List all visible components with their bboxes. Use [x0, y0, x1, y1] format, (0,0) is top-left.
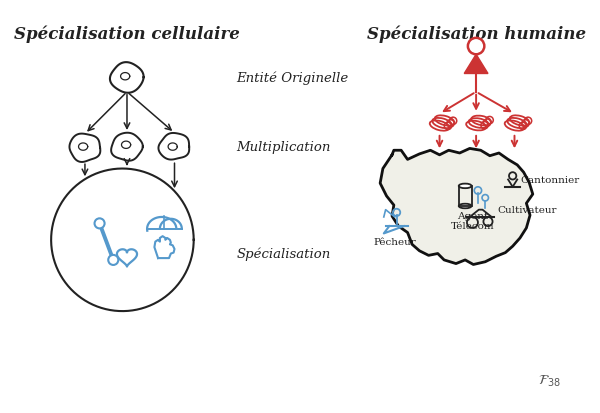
Polygon shape — [158, 134, 189, 160]
Bar — [459, 186, 472, 206]
Text: Spécialisation cellulaire: Spécialisation cellulaire — [14, 25, 240, 43]
Text: Pêcheur: Pêcheur — [373, 237, 416, 247]
Circle shape — [108, 255, 118, 265]
Polygon shape — [70, 134, 100, 163]
Text: Spécialisation: Spécialisation — [236, 247, 331, 261]
Text: Agent
Télecom: Agent Télecom — [451, 211, 494, 230]
Circle shape — [95, 219, 104, 229]
Text: Cantonnier: Cantonnier — [520, 176, 579, 185]
Polygon shape — [110, 63, 143, 93]
Ellipse shape — [459, 204, 472, 209]
Polygon shape — [51, 169, 194, 311]
Ellipse shape — [459, 184, 472, 189]
Text: $\mathcal{F}_{38}$: $\mathcal{F}_{38}$ — [538, 373, 561, 388]
Polygon shape — [464, 55, 488, 74]
Polygon shape — [380, 149, 533, 265]
Text: Entité Originelle: Entité Originelle — [236, 71, 349, 85]
Text: Cultivateur: Cultivateur — [497, 206, 557, 215]
Polygon shape — [111, 133, 143, 161]
Text: Spécialisation humaine: Spécialisation humaine — [367, 25, 586, 43]
Text: Multiplication: Multiplication — [236, 141, 331, 154]
